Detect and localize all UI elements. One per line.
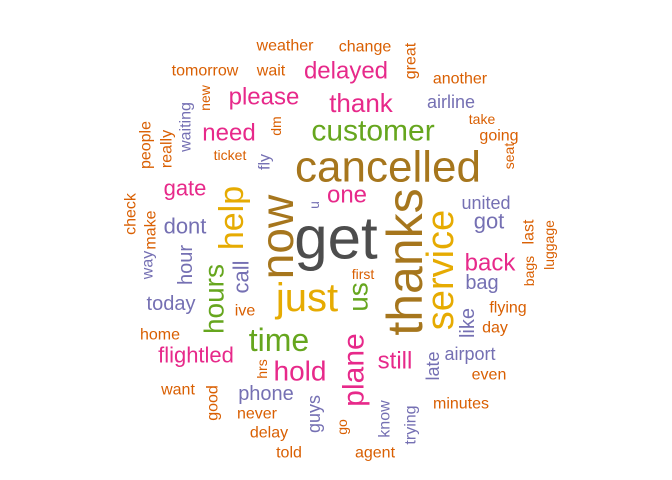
word-last: last [521, 219, 538, 244]
word-agent: agent [355, 445, 396, 462]
word-get: get [294, 205, 378, 272]
word-guys: guys [304, 395, 324, 433]
word-trying: trying [403, 405, 420, 444]
word-got: got [474, 209, 505, 234]
word-people: people [138, 121, 155, 169]
word-flying: flying [489, 300, 526, 317]
word-now: now [251, 194, 303, 279]
word-thank: thank [329, 88, 394, 118]
word-service: service [420, 210, 462, 330]
word-new: new [197, 84, 213, 111]
word-minutes: minutes [433, 396, 489, 413]
word-help: help [213, 186, 251, 250]
word-hold: hold [274, 356, 327, 387]
word-bags: bags [521, 256, 537, 286]
word-even: even [472, 367, 507, 384]
word-gate: gate [164, 176, 207, 201]
word-seat: seat [501, 143, 517, 170]
word-one: one [327, 182, 367, 209]
word-fly: fly [257, 154, 274, 170]
word-want: want [160, 382, 195, 399]
word-like: like [457, 308, 479, 338]
word-dont: dont [164, 214, 207, 239]
word-dm: dm [268, 116, 284, 135]
word-wait: wait [256, 63, 286, 80]
word-delay: delay [250, 425, 288, 442]
word-great: great [403, 42, 420, 79]
word-phone: phone [238, 383, 294, 405]
word-go: go [334, 419, 350, 435]
word-another: another [433, 71, 488, 88]
word-cancelled: cancelled [295, 143, 481, 192]
word-airport: airport [444, 344, 495, 364]
word-check: check [123, 192, 140, 235]
word-hours: hours [199, 264, 230, 334]
word-call: call [229, 260, 254, 293]
word-us: us [343, 282, 374, 312]
word-delayed: delayed [304, 58, 388, 85]
word-first: first [352, 266, 375, 282]
word-hrs: hrs [254, 359, 270, 378]
word-back: back [465, 250, 517, 277]
word-time: time [249, 322, 309, 358]
word-u: u [306, 201, 322, 209]
word-airline: airline [427, 92, 475, 112]
word-weather: weather [256, 38, 315, 55]
word-ive: ive [235, 303, 256, 320]
word-change: change [339, 39, 392, 56]
word-luggage: luggage [541, 220, 557, 270]
word-good: good [205, 385, 222, 421]
word-home: home [140, 327, 180, 344]
word-united: united [461, 193, 510, 213]
word-ticket: ticket [214, 147, 247, 163]
word-customer: customer [311, 115, 434, 148]
word-make: make [143, 210, 160, 249]
word-plane: plane [338, 333, 371, 406]
word-just: just [275, 276, 338, 320]
word-day: day [482, 320, 508, 337]
word-please: please [229, 84, 300, 111]
word-hour: hour [175, 245, 197, 285]
word-flightled: flightled [158, 343, 234, 368]
word-waiting: waiting [178, 102, 195, 153]
word-late: late [423, 351, 443, 380]
word-bag: bag [465, 272, 498, 294]
word-really: really [159, 130, 176, 168]
word-tomorrow: tomorrow [172, 63, 239, 80]
word-thanks: thanks [377, 188, 433, 335]
word-take: take [469, 111, 496, 127]
word-way: way [140, 251, 157, 280]
word-never: never [237, 406, 278, 423]
word-know: know [377, 400, 394, 438]
word-need: need [202, 120, 255, 147]
word-still: still [378, 348, 413, 375]
word-going: going [479, 128, 518, 145]
word-today: today [147, 293, 196, 315]
word-told: told [276, 445, 302, 462]
